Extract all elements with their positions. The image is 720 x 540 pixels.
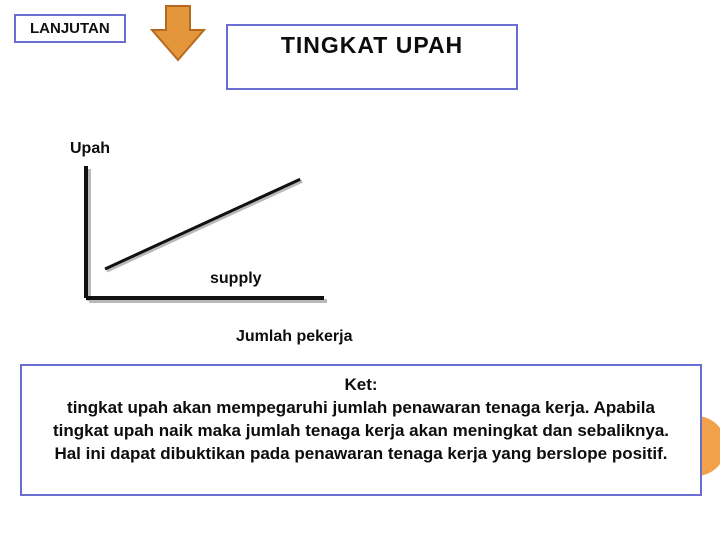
- arrow-shape: [152, 6, 204, 60]
- arrow-icon: [146, 4, 216, 64]
- caption-body: tingkat upah akan mempegaruhi jumlah pen…: [38, 397, 684, 466]
- caption-heading: Ket:: [38, 374, 684, 397]
- page-title: TINGKAT UPAH: [226, 24, 518, 90]
- caption-box: Ket: tingkat upah akan mempegaruhi jumla…: [20, 364, 702, 496]
- supply-chart: [74, 160, 334, 310]
- chart-x-label: Jumlah pekerja: [236, 328, 353, 346]
- chart-y-label: Upah: [70, 140, 110, 158]
- lanjutan-badge: LANJUTAN: [14, 14, 126, 43]
- chart-series-label: supply: [210, 270, 262, 288]
